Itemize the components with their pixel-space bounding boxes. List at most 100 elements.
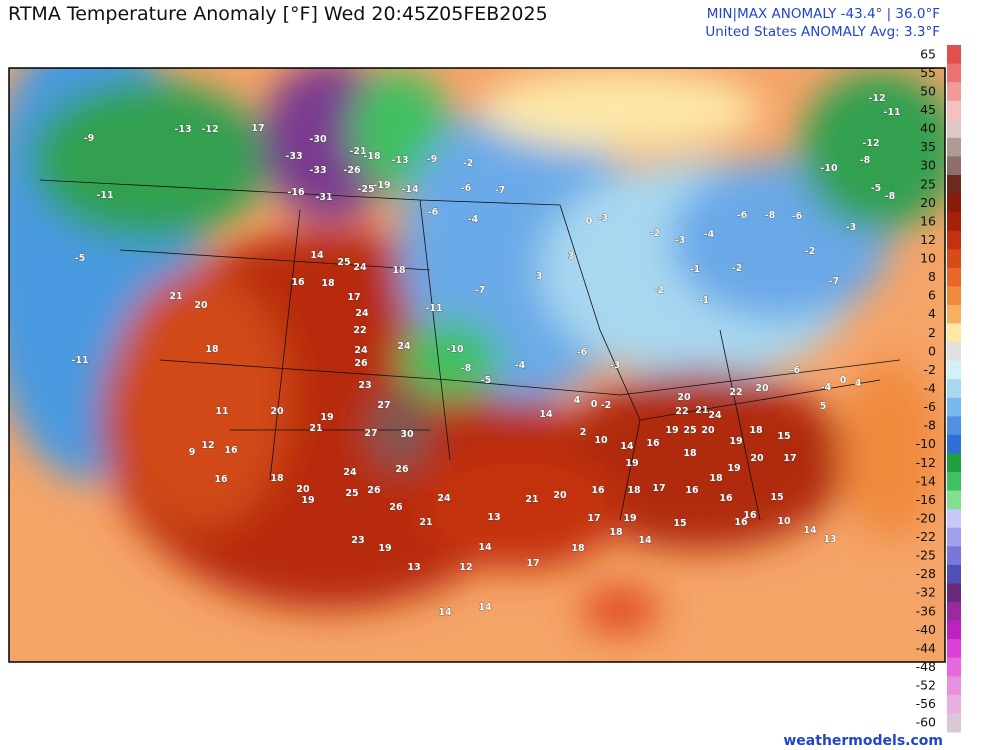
- colorbar-label: -2: [924, 362, 936, 377]
- station-label: -11: [96, 190, 113, 201]
- station-label: -3: [610, 360, 621, 371]
- station-label: 24: [343, 467, 357, 478]
- station-label: 19: [625, 458, 638, 469]
- station-label: 26: [367, 485, 381, 496]
- station-label: 17: [587, 513, 600, 524]
- station-label: -12: [862, 138, 879, 149]
- station-label: 17: [526, 558, 539, 569]
- colorbar-swatch: [947, 583, 961, 603]
- station-label: 26: [389, 502, 403, 513]
- station-label: -6: [577, 347, 588, 358]
- station-label: 13: [823, 534, 836, 545]
- station-label: 21: [309, 423, 322, 434]
- station-label: -11: [71, 355, 88, 366]
- station-label: -7: [475, 285, 486, 296]
- station-label: -10: [820, 163, 838, 174]
- station-label: 10: [777, 516, 791, 527]
- station-label: -6: [461, 183, 472, 194]
- station-label: -8: [860, 155, 871, 166]
- colorbar-swatch: [947, 416, 961, 436]
- station-label: 15: [673, 518, 686, 529]
- colorbar-label: 8: [928, 269, 936, 284]
- colorbar-swatch: [947, 230, 961, 250]
- colorbar-label: 40: [920, 121, 936, 136]
- station-label: -16: [287, 187, 305, 198]
- colorbar-swatch: [947, 657, 961, 677]
- station-label: 20: [296, 484, 310, 495]
- colorbar-swatch: [947, 63, 961, 83]
- station-label: 20: [755, 383, 769, 394]
- station-label: -4: [821, 382, 832, 393]
- station-label: 14: [310, 250, 324, 261]
- station-label: 20: [553, 490, 567, 501]
- colorbar-label: -4: [924, 381, 937, 396]
- station-label: 21: [169, 291, 182, 302]
- station-label: 22: [353, 325, 366, 336]
- station-label: 22: [675, 406, 688, 417]
- average: United States ANOMALY Avg: 3.3°F: [705, 24, 940, 40]
- station-label: 24: [397, 341, 411, 352]
- station-label: 18: [627, 485, 641, 496]
- station-label: -8: [885, 191, 896, 202]
- station-label: -9: [427, 154, 438, 165]
- colorbar-label: -10: [916, 436, 936, 451]
- station-label: 27: [364, 428, 377, 439]
- station-label: 22: [729, 387, 742, 398]
- colorbar-swatch: [947, 304, 961, 325]
- station-label: 15: [770, 492, 783, 503]
- colorbar-label: -32: [916, 585, 936, 600]
- station-label: -14: [401, 184, 419, 195]
- colorbar-swatch: [947, 267, 961, 287]
- station-label: -33: [309, 165, 326, 176]
- station-label: -3: [598, 213, 609, 224]
- station-label: -8: [765, 210, 776, 221]
- station-label: 3: [568, 251, 575, 262]
- footer: weathermodels.com: [783, 733, 943, 749]
- station-label: 19: [320, 412, 333, 423]
- station-label: -10: [446, 344, 464, 355]
- station-label: 13: [487, 512, 500, 523]
- colorbar-label: 12: [920, 232, 936, 247]
- station-label: -3: [675, 235, 686, 246]
- station-label: 26: [354, 358, 368, 369]
- title: RTMA Temperature Anomaly [°F] Wed 20:45Z…: [8, 3, 548, 25]
- station-label: -31: [315, 192, 332, 203]
- station-label: 21: [695, 405, 708, 416]
- colorbar-label: 10: [920, 251, 936, 266]
- station-label: -2: [732, 263, 743, 274]
- station-label: 20: [701, 425, 715, 436]
- station-label: 20: [750, 453, 764, 464]
- station-label: -2: [601, 400, 612, 411]
- station-label: 16: [734, 517, 748, 528]
- station-label: -19: [373, 180, 390, 191]
- station-labels: -30-33-33-31-16-21-26-25-19-18 -13 -9-14-6…: [71, 93, 901, 619]
- station-label: 12: [201, 440, 214, 451]
- colorbar-label: 20: [920, 195, 936, 210]
- colorbar-label: 45: [920, 102, 936, 117]
- colorbar-label: -6: [924, 399, 937, 414]
- colorbar-label: -52: [916, 678, 936, 693]
- station-label: 14: [478, 602, 492, 613]
- colorbar-swatch: [947, 137, 961, 157]
- station-label: 13: [407, 562, 420, 573]
- station-label: 16: [291, 277, 305, 288]
- colorbar-swatch: [947, 434, 961, 454]
- colorbar-label: 35: [920, 139, 936, 154]
- station-label: 3: [536, 271, 543, 282]
- colorbar-label: -28: [916, 566, 936, 581]
- station-label: -5: [75, 253, 86, 264]
- colorbar-label: 65: [920, 46, 936, 61]
- station-label: -6: [428, 207, 439, 218]
- colorbar-swatch: [947, 174, 961, 195]
- colorbar-label: 30: [920, 158, 936, 173]
- station-label: -2: [650, 228, 661, 239]
- colorbar-swatch: [947, 527, 961, 547]
- colorbar-swatch: [947, 620, 961, 640]
- station-label: -9: [84, 133, 95, 144]
- station-label: 2: [580, 427, 587, 438]
- colorbar-swatch: [947, 360, 961, 380]
- colorbar-swatch: [947, 193, 961, 213]
- station-label: 21: [419, 517, 432, 528]
- colorbar-swatch: [947, 82, 961, 102]
- colorbar-label: -22: [916, 529, 936, 544]
